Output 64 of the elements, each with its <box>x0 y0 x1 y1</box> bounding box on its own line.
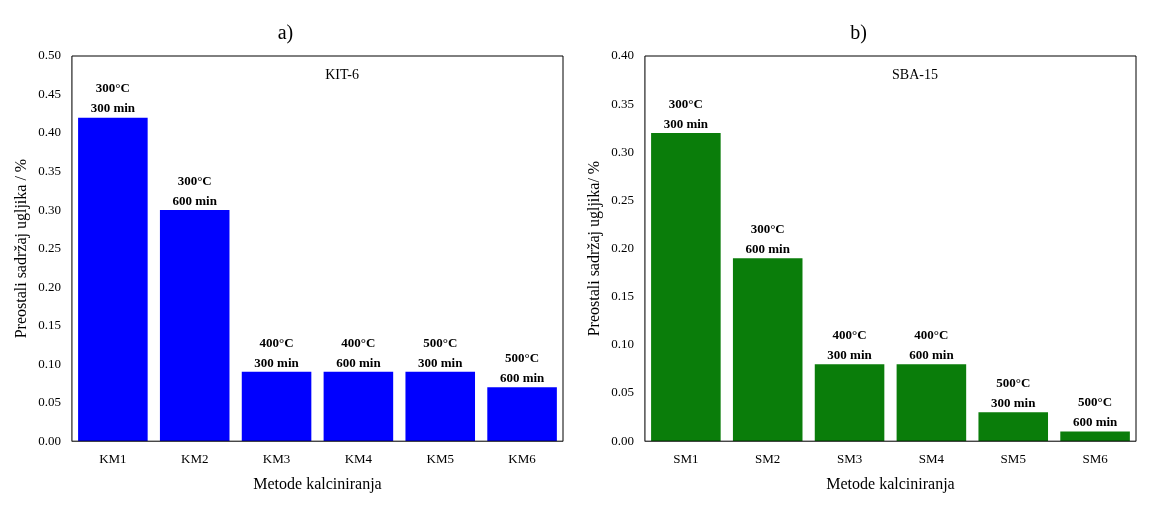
y-tick-label: 0.40 <box>611 47 634 63</box>
bar <box>732 258 803 442</box>
bar <box>78 117 148 442</box>
bar <box>405 371 476 442</box>
y-tick-label: 0.15 <box>611 288 634 304</box>
y-tick-label: 0.35 <box>38 162 61 178</box>
y-tick-label: 0.10 <box>38 355 61 371</box>
bar <box>323 371 394 442</box>
y-tick-label: 0.15 <box>38 317 61 333</box>
x-tick-label: SM1 <box>673 451 699 467</box>
annotation: 400°C 600 min <box>909 327 955 363</box>
y-tick-label: 0.35 <box>611 95 634 111</box>
y-tick-label: 0.30 <box>38 201 61 217</box>
y-tick-label: 0.25 <box>38 240 61 256</box>
annotation: 400°C 300 min <box>827 327 873 363</box>
x-tick-label: KM6 <box>508 451 537 467</box>
annotation: KIT-6 <box>325 66 359 82</box>
x-tick-label: KM3 <box>262 451 291 467</box>
annotation: 500°C 600 min <box>1072 394 1119 430</box>
y-tick-label: 0.10 <box>611 336 634 352</box>
annotation: 400°C 600 min <box>336 334 382 370</box>
bar <box>241 371 312 442</box>
chart-title: b) <box>850 21 867 45</box>
x-tick-label: KM2 <box>180 451 209 467</box>
annotation: SBA-15 <box>892 66 938 82</box>
bar <box>1060 431 1130 442</box>
x-tick-label: SM6 <box>1082 451 1109 467</box>
bar <box>978 412 1049 442</box>
chart-title: a) <box>277 21 294 45</box>
x-tick-label: SM3 <box>836 451 863 467</box>
bar <box>487 387 557 442</box>
bar <box>814 364 885 442</box>
bar <box>896 364 967 442</box>
x-axis-title: Metode kalciniranja <box>826 474 955 493</box>
y-tick-label: 0.30 <box>611 143 634 159</box>
annotation: 300°C 600 min <box>745 221 791 257</box>
y-tick-label: 0.20 <box>38 278 61 294</box>
x-tick-label: KM5 <box>426 451 454 467</box>
y-tick-label: 0.00 <box>38 432 61 448</box>
annotation: 500°C 600 min <box>499 350 546 386</box>
bar <box>159 210 230 442</box>
x-tick-label: SM4 <box>918 451 945 467</box>
y-tick-label: 0.05 <box>611 384 634 400</box>
annotation: 300°C 300 min <box>90 80 136 116</box>
x-tick-label: SM2 <box>755 451 781 467</box>
y-axis-title: Preostali sadržaj ugljika / % <box>11 158 30 339</box>
y-axis-title: Preostali sadržaj ugljika/ % <box>584 160 603 337</box>
y-tick-label: 0.25 <box>611 191 634 207</box>
annotation: 500°C 300 min <box>991 375 1037 411</box>
y-tick-label: 0.05 <box>38 394 61 410</box>
y-tick-label: 0.20 <box>611 240 634 256</box>
annotation: 300°C 300 min <box>663 95 709 131</box>
x-axis-title: Metode kalciniranja <box>253 474 382 493</box>
bar <box>651 133 721 442</box>
y-tick-label: 0.00 <box>611 432 634 448</box>
x-tick-label: KM4 <box>344 451 373 467</box>
y-tick-label: 0.40 <box>38 124 61 140</box>
annotation: 400°C 300 min <box>254 334 300 370</box>
y-tick-label: 0.50 <box>38 47 61 63</box>
annotation: 300°C 600 min <box>172 172 218 208</box>
x-tick-label: KM1 <box>99 451 127 467</box>
x-tick-label: SM5 <box>1000 451 1026 467</box>
y-tick-label: 0.45 <box>38 85 61 101</box>
annotation: 500°C 300 min <box>418 334 464 370</box>
